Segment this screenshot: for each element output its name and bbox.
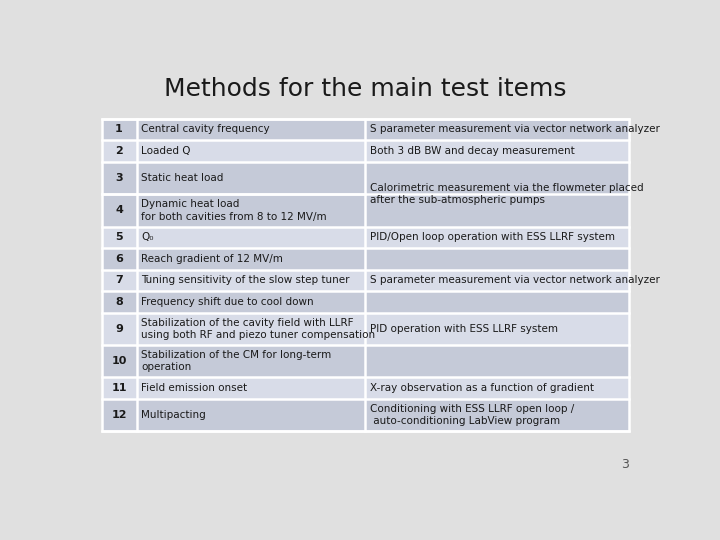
Text: 11: 11 xyxy=(112,383,127,393)
Text: Multipacting: Multipacting xyxy=(141,410,206,420)
Bar xyxy=(102,291,629,313)
Text: 10: 10 xyxy=(112,356,127,366)
Text: 3: 3 xyxy=(115,173,123,183)
Text: Dynamic heat load
for both cavities from 8 to 12 MV/m: Dynamic heat load for both cavities from… xyxy=(141,199,327,221)
Text: Tuning sensitivity of the slow step tuner: Tuning sensitivity of the slow step tune… xyxy=(141,275,350,286)
Text: Methods for the main test items: Methods for the main test items xyxy=(164,77,567,102)
Bar xyxy=(102,140,629,162)
Text: Field emission onset: Field emission onset xyxy=(141,383,247,393)
Bar xyxy=(102,269,629,291)
Text: Static heat load: Static heat load xyxy=(141,173,223,183)
Bar xyxy=(102,194,629,226)
Bar xyxy=(102,226,629,248)
Text: PID operation with ESS LLRF system: PID operation with ESS LLRF system xyxy=(370,324,558,334)
Text: Q₀: Q₀ xyxy=(141,232,153,242)
Text: 12: 12 xyxy=(112,410,127,420)
Bar xyxy=(102,399,629,431)
Text: Reach gradient of 12 MV/m: Reach gradient of 12 MV/m xyxy=(141,254,283,264)
Bar xyxy=(102,162,629,194)
Text: Stabilization of the cavity field with LLRF
using both RF and piezo tuner compen: Stabilization of the cavity field with L… xyxy=(141,318,375,340)
Text: X-ray observation as a function of gradient: X-ray observation as a function of gradi… xyxy=(370,383,594,393)
Text: S parameter measurement via vector network analyzer: S parameter measurement via vector netwo… xyxy=(370,125,660,134)
Bar xyxy=(102,119,629,140)
Text: 1: 1 xyxy=(115,125,123,134)
Bar xyxy=(102,248,629,269)
Text: Central cavity frequency: Central cavity frequency xyxy=(141,125,270,134)
Text: PID/Open loop operation with ESS LLRF system: PID/Open loop operation with ESS LLRF sy… xyxy=(370,232,615,242)
Text: Stabilization of the CM for long-term
operation: Stabilization of the CM for long-term op… xyxy=(141,350,331,373)
Bar xyxy=(102,119,629,431)
Text: Loaded Q: Loaded Q xyxy=(141,146,191,156)
Text: Conditioning with ESS LLRF open loop /
 auto-conditioning LabView program: Conditioning with ESS LLRF open loop / a… xyxy=(370,404,574,427)
Text: 7: 7 xyxy=(115,275,123,286)
Bar xyxy=(102,377,629,399)
Text: Calorimetric measurement via the flowmeter placed
after the sub-atmospheric pump: Calorimetric measurement via the flowmet… xyxy=(370,183,644,205)
Text: 5: 5 xyxy=(115,232,123,242)
Text: 9: 9 xyxy=(115,324,123,334)
Bar xyxy=(102,313,629,345)
Text: Frequency shift due to cool down: Frequency shift due to cool down xyxy=(141,297,314,307)
Text: 6: 6 xyxy=(115,254,123,264)
Text: S parameter measurement via vector network analyzer: S parameter measurement via vector netwo… xyxy=(370,275,660,286)
Text: 8: 8 xyxy=(115,297,123,307)
Text: 2: 2 xyxy=(115,146,123,156)
Bar xyxy=(102,345,629,377)
Text: 3: 3 xyxy=(621,458,629,471)
Text: Both 3 dB BW and decay measurement: Both 3 dB BW and decay measurement xyxy=(370,146,575,156)
Text: 4: 4 xyxy=(115,205,123,215)
